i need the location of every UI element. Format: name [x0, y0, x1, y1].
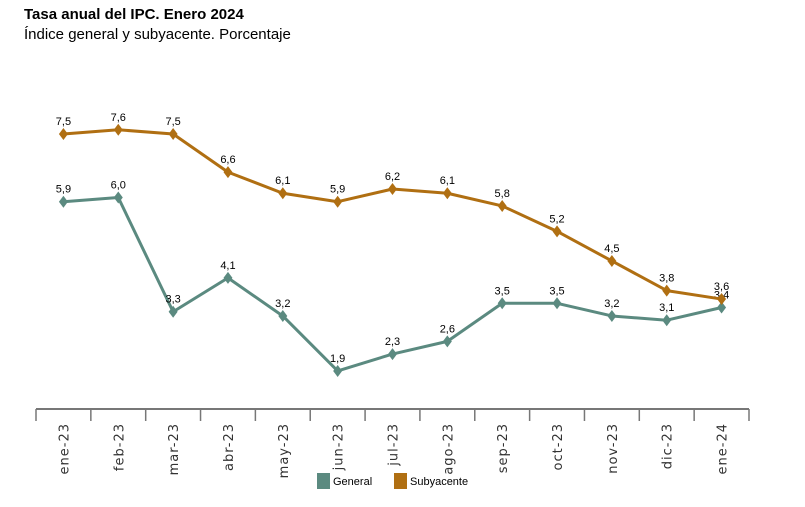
data-label: 4,1	[220, 260, 235, 272]
data-label: 6,0	[111, 179, 126, 191]
data-point	[442, 187, 452, 200]
chart-subtitle: Índice general y subyacente. Porcentaje	[24, 26, 291, 43]
data-label: 3,5	[495, 285, 510, 297]
data-point	[58, 128, 68, 140]
x-tick-label: ene-23	[57, 423, 72, 474]
data-point	[333, 195, 343, 208]
data-label: 6,1	[275, 175, 290, 187]
data-label: 6,6	[220, 154, 235, 166]
x-tick-label: jul-23	[387, 423, 402, 467]
data-point	[717, 293, 727, 306]
data-label: 3,2	[604, 298, 619, 310]
data-point	[388, 348, 397, 361]
data-label: 3,6	[714, 281, 729, 293]
data-label: 3,8	[659, 273, 674, 285]
data-point	[497, 297, 507, 310]
data-point	[278, 309, 288, 322]
data-label: 7,5	[165, 116, 180, 128]
legend-label: Subyacente	[410, 476, 468, 488]
legend-swatch-subyacente	[394, 473, 407, 489]
data-label: 3,1	[659, 302, 674, 314]
x-tick-label: abr-23	[222, 423, 237, 471]
data-point	[388, 183, 397, 196]
data-point	[333, 364, 343, 377]
legend-label: General	[333, 476, 372, 488]
data-point	[223, 166, 233, 179]
data-point	[717, 301, 727, 314]
data-label: 3,2	[275, 298, 290, 310]
data-point	[442, 335, 452, 348]
data-point	[168, 305, 178, 318]
data-point	[497, 199, 507, 212]
x-tick-label: nov-23	[606, 423, 621, 474]
data-label: 6,2	[385, 171, 400, 183]
data-label: 4,5	[604, 243, 619, 255]
x-tick-label: feb-23	[112, 423, 127, 471]
data-label: 5,9	[330, 184, 345, 196]
data-label: 6,1	[440, 175, 455, 187]
data-point	[662, 314, 672, 327]
legend-swatch-general	[317, 473, 330, 489]
data-label: 5,8	[495, 188, 510, 200]
data-point	[113, 123, 123, 136]
x-tick-label: ago-23	[441, 423, 456, 475]
data-point	[607, 254, 617, 267]
data-label: 7,6	[111, 112, 126, 124]
data-label: 3,3	[165, 294, 180, 306]
data-label: 2,3	[385, 336, 400, 348]
data-point	[168, 128, 178, 140]
data-point	[607, 309, 617, 322]
x-tick-label: ene-24	[716, 423, 731, 474]
x-tick-label: dic-23	[661, 423, 676, 469]
data-point	[223, 271, 233, 284]
data-point	[278, 187, 288, 200]
data-point	[58, 195, 68, 208]
chart-title: Tasa anual del IPC. Enero 2024	[24, 6, 244, 23]
data-point	[552, 297, 562, 310]
data-label: 2,6	[440, 323, 455, 335]
data-label: 5,2	[549, 213, 564, 225]
x-tick-label: jun-23	[332, 423, 347, 471]
x-tick-label: mar-23	[167, 423, 182, 475]
data-label: 5,9	[56, 184, 71, 196]
x-tick-label: may-23	[277, 423, 292, 478]
data-point	[662, 284, 672, 297]
x-tick-label: oct-23	[551, 423, 566, 470]
data-label: 1,9	[330, 353, 345, 365]
data-point	[552, 225, 562, 238]
data-point	[113, 191, 123, 204]
x-tick-label: sep-23	[496, 423, 511, 473]
series-line-subyacente	[63, 128, 722, 301]
data-label: 7,5	[56, 116, 71, 128]
data-label: 3,5	[549, 285, 564, 297]
